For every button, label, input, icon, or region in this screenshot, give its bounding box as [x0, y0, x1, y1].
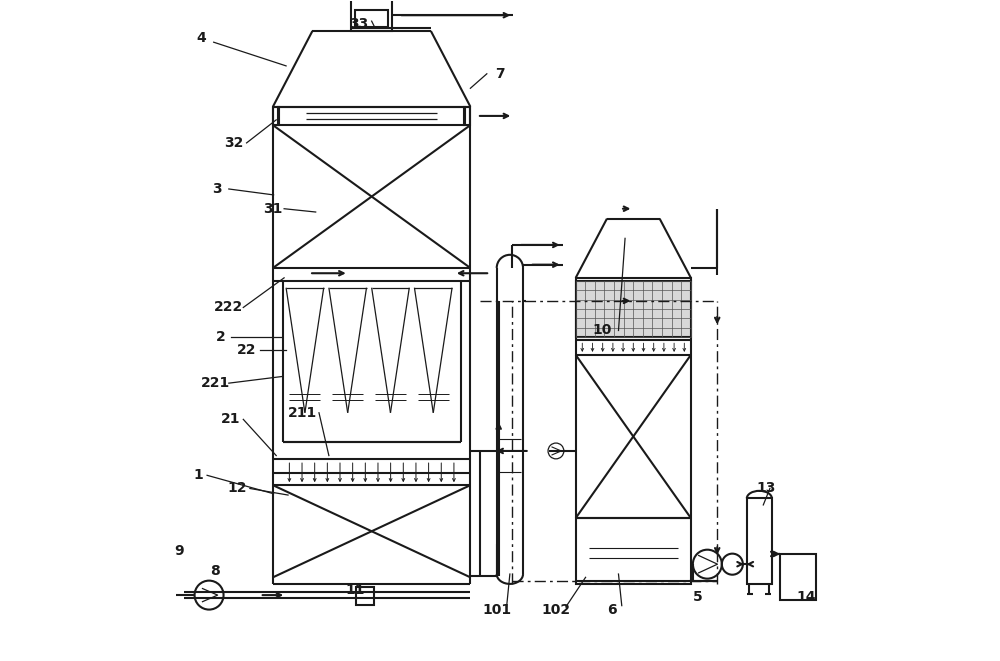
Text: 221: 221	[201, 376, 230, 390]
Bar	[576, 278, 691, 584]
Text: 21: 21	[220, 412, 240, 426]
Text: 6: 6	[607, 603, 617, 617]
Bar	[273, 106, 279, 125]
Bar	[351, 0, 392, 31]
Text: 5: 5	[693, 590, 702, 604]
Text: 2: 2	[215, 330, 225, 344]
Text: 1: 1	[194, 468, 203, 483]
Text: 22: 22	[237, 343, 256, 357]
Text: 13: 13	[757, 481, 776, 496]
Text: 102: 102	[541, 603, 571, 617]
Bar	[278, 106, 465, 125]
Bar	[747, 498, 772, 584]
Bar	[356, 586, 374, 605]
Text: 31: 31	[263, 202, 283, 215]
Bar	[576, 281, 691, 337]
Text: 14: 14	[796, 590, 816, 604]
Text: 9: 9	[174, 544, 184, 558]
Bar	[464, 106, 470, 125]
Text: 7: 7	[495, 67, 505, 81]
Text: 32: 32	[224, 136, 243, 150]
Text: 11: 11	[345, 584, 365, 598]
Text: 222: 222	[214, 301, 243, 315]
Text: 8: 8	[210, 564, 220, 578]
Text: 4: 4	[196, 30, 206, 44]
Bar	[780, 555, 816, 600]
Text: 33: 33	[349, 17, 368, 32]
Text: 101: 101	[482, 603, 511, 617]
Text: 3: 3	[212, 182, 222, 196]
Text: 10: 10	[592, 323, 612, 338]
Text: 12: 12	[227, 481, 246, 496]
Text: 211: 211	[288, 406, 317, 420]
Bar	[355, 10, 388, 27]
